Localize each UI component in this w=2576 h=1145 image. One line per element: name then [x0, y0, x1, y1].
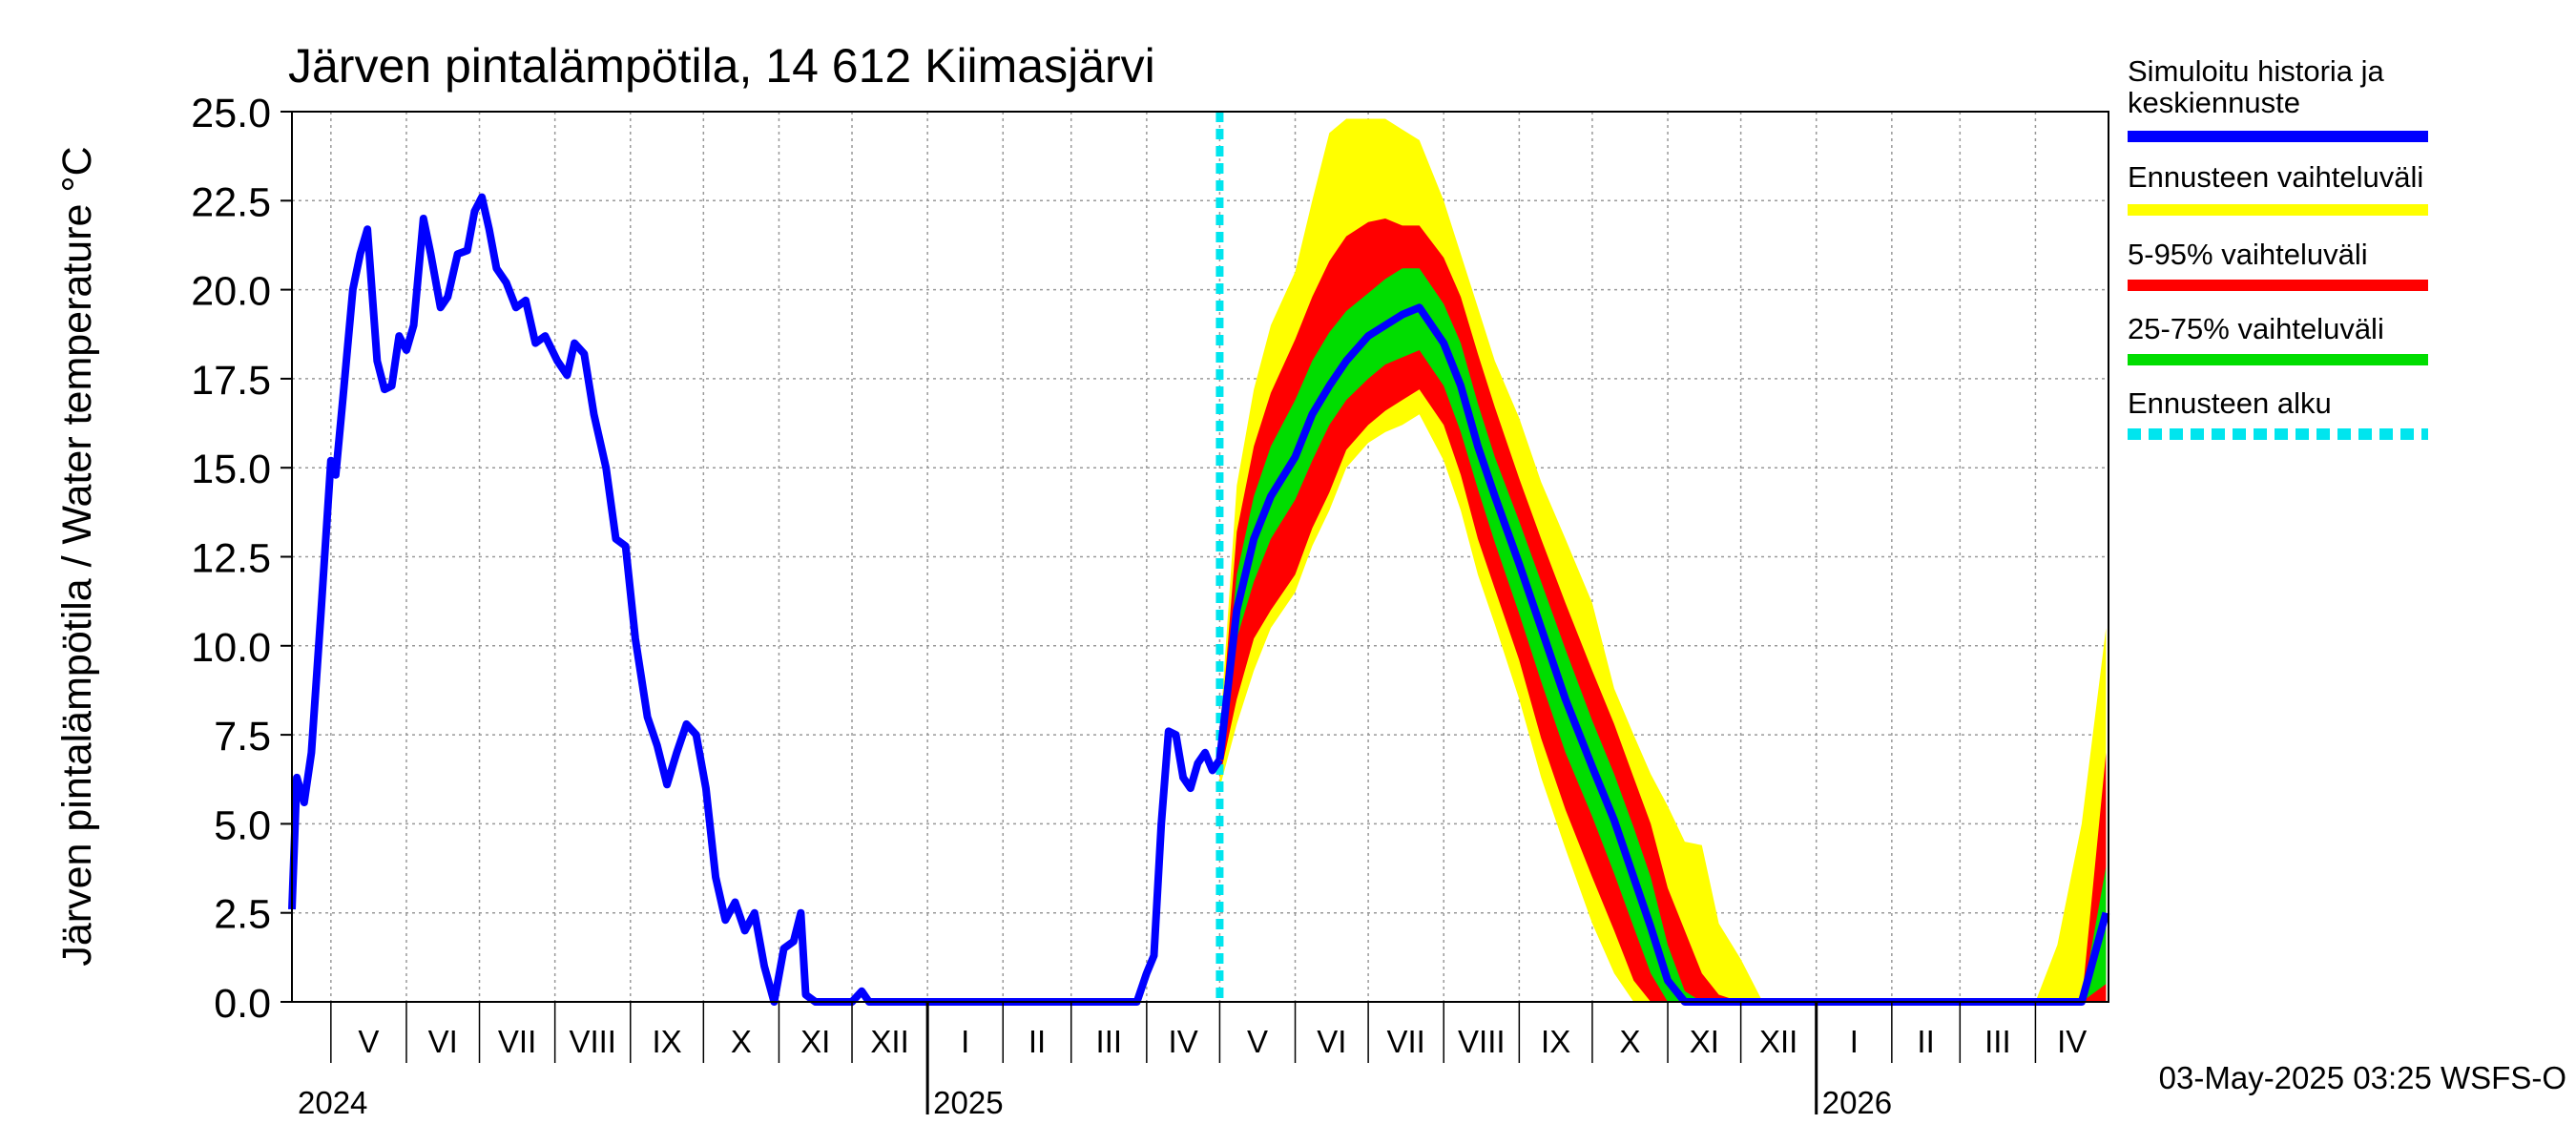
legend-label: 25-75% vaihteluväli — [2128, 312, 2384, 345]
y-tick-label: 25.0 — [191, 91, 271, 136]
y-tick-label: 0.0 — [214, 981, 271, 1027]
month-label: VIII — [569, 1024, 616, 1059]
month-label: I — [961, 1024, 969, 1059]
year-label: 2026 — [1822, 1085, 1892, 1120]
month-label: V — [358, 1024, 379, 1059]
legend-label: Ennusteen vaihteluväli — [2128, 160, 2423, 194]
timestamp-footer: 03-May-2025 03:25 WSFS-O — [2159, 1060, 2566, 1095]
month-label: VIII — [1458, 1024, 1506, 1059]
month-label: III — [1096, 1024, 1123, 1059]
y-tick-label: 5.0 — [214, 802, 271, 848]
month-label: II — [1917, 1024, 1934, 1059]
month-label: V — [1247, 1024, 1268, 1059]
y-tick-label: 12.5 — [191, 536, 271, 582]
month-label: X — [731, 1024, 752, 1059]
month-label: VII — [1386, 1024, 1424, 1059]
month-label: XII — [1759, 1024, 1797, 1059]
month-label: XI — [800, 1024, 830, 1059]
y-tick-label: 22.5 — [191, 179, 271, 225]
month-label: VII — [498, 1024, 536, 1059]
y-tick-label: 15.0 — [191, 447, 271, 492]
month-label: III — [1984, 1024, 2011, 1059]
y-tick-label: 10.0 — [191, 625, 271, 671]
y-tick-label: 20.0 — [191, 269, 271, 315]
legend-label: Simuloitu historia ja — [2128, 54, 2385, 88]
axes: 0.0 2.5 5.0 7.5 10.0 12.5 15.0 17.5 20.0 22.5 25.0… — [191, 91, 2087, 1120]
month-label: II — [1028, 1024, 1046, 1059]
month-label: VI — [428, 1024, 458, 1059]
legend-label: keskiennuste — [2128, 86, 2300, 119]
chart-title: Järven pintalämpötila, 14 612 Kiimasjärv… — [288, 39, 1155, 93]
y-tick-label: 17.5 — [191, 358, 271, 404]
month-label: IX — [652, 1024, 681, 1059]
month-label: X — [1619, 1024, 1640, 1059]
month-label: XII — [870, 1024, 908, 1059]
y-tick-label: 2.5 — [214, 892, 271, 938]
year-label: 2025 — [933, 1085, 1003, 1120]
year-label: 2024 — [298, 1085, 367, 1120]
month-label: I — [1850, 1024, 1859, 1059]
month-label: VI — [1317, 1024, 1346, 1059]
month-label: IV — [1169, 1024, 1198, 1059]
legend-label: 5-95% vaihteluväli — [2128, 238, 2368, 271]
month-label: IV — [2057, 1024, 2087, 1059]
month-label: XI — [1690, 1024, 1719, 1059]
y-axis-label: Järven pintalämpötila / Water temperatur… — [54, 146, 100, 966]
month-label: IX — [1541, 1024, 1570, 1059]
legend-label: Ennusteen alku — [2128, 386, 2332, 420]
p5-p95-band — [1219, 219, 2107, 1002]
y-tick-label: 7.5 — [214, 714, 271, 760]
